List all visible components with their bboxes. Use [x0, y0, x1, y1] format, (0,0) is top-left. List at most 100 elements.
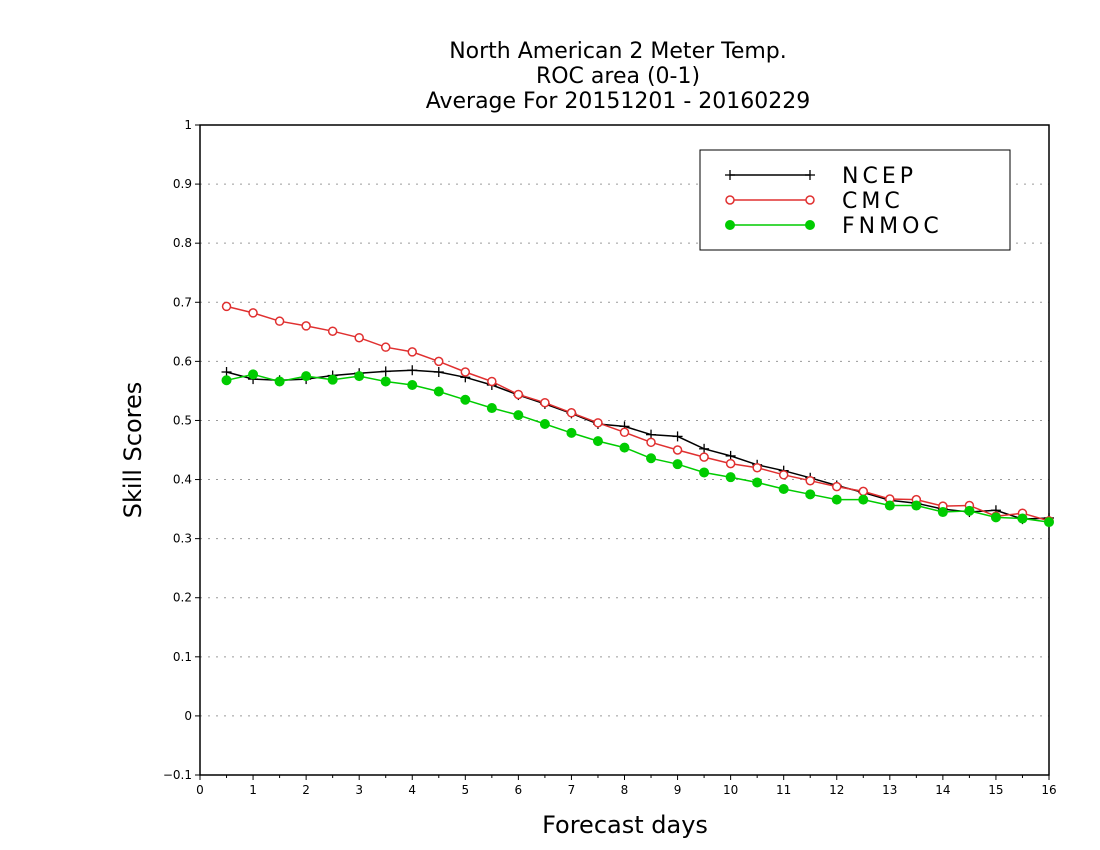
series-line-cmc — [226, 305, 1050, 522]
x-tick-label-7: 7 — [568, 783, 576, 797]
point-fnmoc-14 — [592, 436, 603, 447]
legend-marker-right-fnmoc — [805, 220, 815, 230]
point-fnmoc-11 — [513, 410, 524, 421]
point-fnmoc-13 — [566, 427, 577, 438]
series-line-fnmoc — [226, 373, 1050, 523]
point-cmc-20 — [752, 462, 762, 473]
point-cmc-22 — [805, 475, 815, 486]
point-cmc-1 — [248, 308, 258, 318]
y-tick-label-10: 0.9 — [173, 177, 192, 191]
point-cmc-5 — [354, 332, 364, 343]
x-tick-label-0: 0 — [196, 783, 204, 797]
point-fnmoc-31 — [1044, 517, 1054, 528]
point-cmc-21 — [778, 470, 789, 480]
point-fnmoc-1 — [248, 369, 259, 380]
x-tick-label-15: 15 — [988, 783, 1003, 797]
point-fnmoc-30 — [1017, 513, 1028, 524]
point-fnmoc-10 — [486, 403, 497, 414]
point-fnmoc-8 — [433, 386, 444, 397]
point-fnmoc-23 — [831, 494, 842, 505]
y-tick-label-5: 0.4 — [173, 473, 192, 487]
point-cmc-14 — [593, 418, 603, 428]
gridlines — [200, 183, 1049, 717]
point-cmc-7 — [407, 347, 417, 357]
series-fnmoc — [221, 369, 1054, 528]
point-cmc-10 — [487, 376, 497, 387]
y-tick-label-4: 0.3 — [173, 532, 192, 546]
point-fnmoc-6 — [380, 376, 391, 387]
series-cmc — [221, 301, 1054, 526]
point-cmc-13 — [566, 408, 577, 418]
x-tick-label-6: 6 — [515, 783, 523, 797]
point-cmc-24 — [858, 486, 869, 497]
point-cmc-9 — [460, 367, 471, 377]
series-ncep — [221, 365, 1054, 525]
axes: −0.100.10.20.30.40.50.60.70.80.910 1 2 3 4 5 6… — [163, 118, 1057, 797]
x-axis-label: Forecast days — [542, 811, 708, 839]
y-tick-label-1: 0 — [184, 709, 192, 723]
point-fnmoc-9 — [460, 394, 471, 405]
legend-marker-left-cmc — [725, 195, 735, 205]
point-cmc-19 — [725, 458, 736, 469]
x-tick-label-14: 14 — [935, 783, 950, 797]
chart-title-line-3: Average For 20151201 - 20160229 — [426, 89, 811, 114]
point-fnmoc-22 — [805, 489, 816, 500]
point-ncep-6 — [380, 366, 391, 377]
y-tick-label-3: 0.2 — [173, 591, 192, 605]
point-ncep-8 — [433, 367, 444, 377]
point-fnmoc-24 — [858, 494, 869, 505]
x-tick-label-3: 3 — [355, 783, 363, 797]
x-tick-label-13: 13 — [882, 783, 897, 797]
legend-item-ncep: NCEP — [725, 164, 917, 189]
legend-label-ncep: NCEP — [842, 164, 917, 189]
point-fnmoc-7 — [407, 380, 418, 390]
point-ncep-17 — [672, 431, 683, 442]
point-fnmoc-5 — [354, 371, 365, 382]
x-tick-label-5: 5 — [461, 783, 469, 797]
y-axis-label: Skill Scores — [119, 382, 147, 519]
point-fnmoc-20 — [752, 477, 763, 488]
point-cmc-18 — [699, 452, 709, 462]
x-tick-label-4: 4 — [408, 783, 416, 797]
x-tick-label-10: 10 — [723, 783, 738, 797]
point-fnmoc-29 — [990, 512, 1001, 523]
point-cmc-2 — [274, 316, 285, 326]
point-cmc-8 — [434, 356, 444, 367]
point-fnmoc-28 — [964, 505, 975, 516]
point-cmc-23 — [832, 481, 842, 492]
point-fnmoc-2 — [274, 376, 285, 387]
x-tick-label-9: 9 — [674, 783, 682, 797]
chart-title-line-2: ROC area (0-1) — [536, 64, 700, 89]
y-tick-label-8: 0.7 — [173, 295, 192, 309]
y-tick-label-0: −0.1 — [163, 768, 192, 782]
point-fnmoc-26 — [911, 500, 922, 511]
point-cmc-4 — [327, 326, 338, 336]
point-fnmoc-3 — [301, 371, 312, 382]
point-fnmoc-12 — [539, 419, 550, 429]
legend-item-fnmoc: FNMOC — [725, 214, 939, 239]
point-cmc-0 — [221, 301, 232, 312]
point-fnmoc-27 — [937, 507, 948, 518]
legend-label-cmc: CMC — [842, 189, 904, 214]
point-fnmoc-21 — [778, 484, 789, 494]
point-cmc-17 — [672, 445, 683, 455]
legend-marker-right-cmc — [805, 195, 815, 205]
x-tick-label-1: 1 — [249, 783, 257, 797]
point-fnmoc-15 — [619, 442, 630, 453]
point-cmc-11 — [513, 389, 524, 400]
point-cmc-6 — [380, 342, 391, 352]
point-fnmoc-4 — [327, 374, 338, 385]
point-fnmoc-19 — [725, 472, 736, 483]
series-line-ncep — [226, 369, 1050, 520]
point-fnmoc-18 — [699, 467, 710, 478]
legend-marker-left-ncep — [725, 170, 735, 180]
point-cmc-16 — [646, 437, 656, 448]
point-ncep-18 — [699, 443, 710, 454]
point-fnmoc-0 — [221, 375, 232, 386]
x-tick-label-12: 12 — [829, 783, 844, 797]
point-cmc-15 — [619, 427, 630, 438]
point-cmc-3 — [301, 321, 311, 331]
point-fnmoc-16 — [646, 453, 657, 464]
legend-marker-left-fnmoc — [725, 220, 735, 230]
